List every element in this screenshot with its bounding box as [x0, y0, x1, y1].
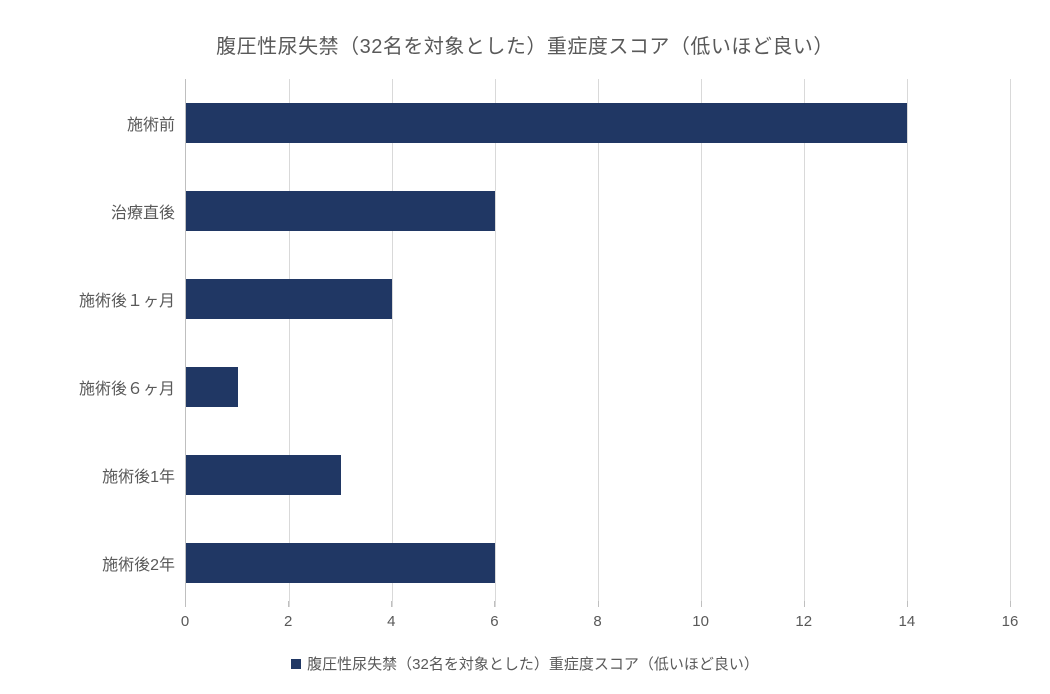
y-axis-label: 施術後１ヶ月 — [79, 287, 175, 311]
y-axis-label: 施術後６ヶ月 — [79, 375, 175, 399]
bar — [186, 543, 495, 583]
x-tick-mark — [598, 601, 599, 607]
plot-area — [185, 79, 1010, 607]
x-tick-mark — [907, 601, 908, 607]
gridline — [1010, 79, 1011, 607]
x-tick-label: 4 — [387, 613, 395, 630]
bar-slot — [186, 455, 1010, 495]
plot-row: 施術前治療直後施術後１ヶ月施術後６ヶ月施術後1年施術後2年 — [40, 79, 1010, 607]
x-tick-label: 10 — [692, 613, 709, 630]
y-axis-labels: 施術前治療直後施術後１ヶ月施術後６ヶ月施術後1年施術後2年 — [40, 79, 185, 607]
x-tick-label: 16 — [1002, 613, 1019, 630]
bar — [186, 455, 341, 495]
x-tick-label: 14 — [899, 613, 916, 630]
bar — [186, 279, 392, 319]
y-axis-label: 施術後2年 — [102, 551, 175, 575]
x-tick-mark — [391, 601, 392, 607]
x-axis-spacer — [40, 607, 185, 637]
x-tick-mark — [1010, 601, 1011, 607]
x-tick-label: 8 — [593, 613, 601, 630]
bar-slot — [186, 103, 1010, 143]
chart-title: 腹圧性尿失禁（32名を対象とした）重症度スコア（低いほど良い） — [40, 30, 1010, 59]
y-axis-label: 治療直後 — [111, 199, 175, 223]
x-axis-row: 0246810121416 — [40, 607, 1010, 637]
x-tick-mark — [288, 601, 289, 607]
x-axis: 0246810121416 — [185, 607, 1010, 637]
x-tick-label: 6 — [490, 613, 498, 630]
x-tick-label: 2 — [284, 613, 292, 630]
bar — [186, 367, 238, 407]
x-tick-mark — [804, 601, 805, 607]
bar-slot — [186, 191, 1010, 231]
legend-swatch — [291, 659, 301, 669]
legend: 腹圧性尿失禁（32名を対象とした）重症度スコア（低いほど良い） — [40, 653, 1010, 674]
chart-container: 腹圧性尿失禁（32名を対象とした）重症度スコア（低いほど良い） 施術前治療直後施… — [0, 0, 1050, 694]
bars-layer — [186, 79, 1010, 607]
bar-slot — [186, 367, 1010, 407]
legend-label: 腹圧性尿失禁（32名を対象とした）重症度スコア（低いほど良い） — [307, 653, 759, 674]
x-tick-label: 0 — [181, 613, 189, 630]
y-axis-label: 施術後1年 — [102, 463, 175, 487]
bar-slot — [186, 543, 1010, 583]
bar — [186, 191, 495, 231]
bar-slot — [186, 279, 1010, 319]
bar — [186, 103, 907, 143]
y-axis-label: 施術前 — [127, 111, 175, 135]
x-tick-mark — [185, 601, 186, 607]
x-tick-mark — [701, 601, 702, 607]
x-tick-label: 12 — [795, 613, 812, 630]
x-tick-mark — [494, 601, 495, 607]
